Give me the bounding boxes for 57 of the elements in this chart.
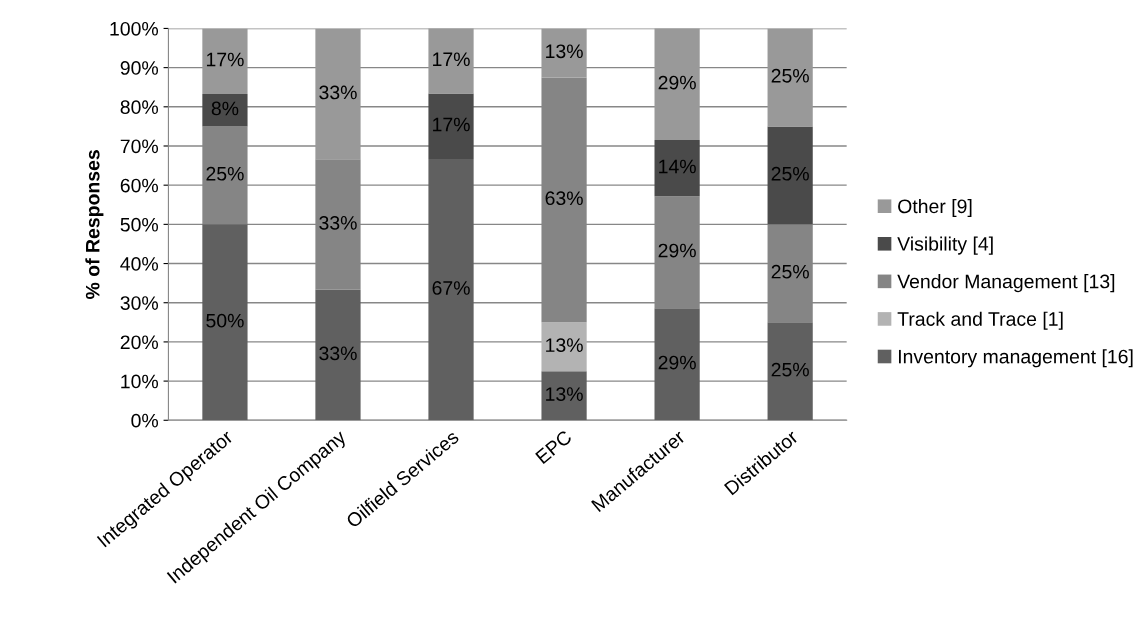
y-tick-label: 60% [120, 178, 159, 193]
y-tick-label: 20% [120, 335, 159, 350]
bar [654, 140, 700, 197]
y-tick-label: 40% [120, 257, 159, 271]
data-label: 33% [319, 216, 357, 230]
bar [202, 93, 248, 127]
data-label: 29% [658, 75, 696, 90]
y-tick-label: 0% [131, 413, 159, 428]
bar [654, 308, 700, 421]
bar [202, 28, 248, 94]
data-label: 13% [546, 387, 583, 402]
data-label: 17% [433, 117, 470, 132]
data-label: 13% [546, 44, 583, 59]
data-label: 33% [319, 85, 357, 100]
data-label: 67% [432, 281, 470, 295]
data-label: 50% [206, 313, 244, 328]
y-axis-title: % of Responses [85, 150, 104, 299]
data-label: 25% [771, 68, 809, 83]
bar [767, 322, 813, 421]
data-label: 17% [206, 52, 244, 67]
data-label: 63% [545, 191, 583, 206]
data-label: 29% [658, 243, 696, 258]
data-label: 14% [659, 159, 696, 174]
y-tick-label: 10% [121, 374, 159, 389]
legend-label: Track and Trace [1] [897, 311, 1063, 330]
bar [541, 322, 587, 372]
data-label: 8% [211, 101, 239, 116]
bar [428, 28, 474, 94]
data-label: 25% [771, 166, 809, 181]
data-label: 29% [658, 355, 696, 370]
bar [428, 158, 474, 421]
y-tick-label: 70% [120, 139, 159, 154]
legend-label: Inventory management [16] [898, 349, 1133, 368]
bar [541, 371, 587, 421]
legend-label: Vendor Management [13] [897, 274, 1115, 293]
data-label: 25% [206, 166, 244, 181]
bar [654, 28, 700, 141]
bar [767, 126, 813, 225]
y-tick-label: 100% [110, 21, 159, 36]
bar [315, 289, 361, 421]
bar [541, 28, 587, 78]
data-label: 17% [433, 52, 470, 67]
bar [767, 28, 813, 127]
data-label: 25% [771, 362, 809, 377]
bar [428, 93, 474, 159]
bar [315, 28, 361, 160]
data-label: 13% [546, 338, 583, 353]
y-tick-label: 90% [120, 61, 159, 75]
bar [202, 224, 248, 421]
y-tick-label: 30% [120, 296, 159, 310]
data-label: 33% [319, 346, 357, 361]
legend-label: Other [9] [898, 198, 972, 218]
x-tick-label: EPC [534, 429, 573, 465]
y-tick-label: 50% [120, 217, 159, 232]
y-tick-label: 80% [120, 100, 159, 115]
legend-label: Visibility [4] [897, 236, 993, 255]
data-label: 25% [771, 264, 809, 279]
